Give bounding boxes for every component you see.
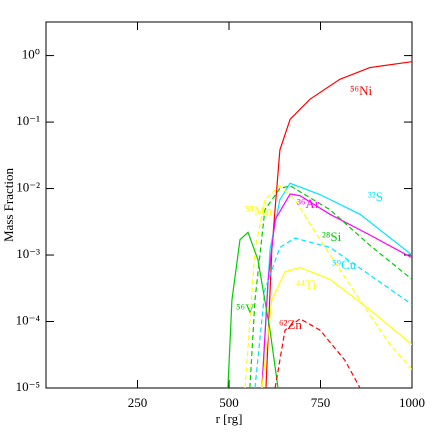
series-line [227, 231, 279, 388]
series-line [274, 318, 361, 388]
y-tick-label: 10⁻¹ [16, 113, 40, 128]
x-tick-label: 1000 [399, 395, 425, 410]
series-label: ⁵⁹Cu [332, 257, 357, 272]
y-tick-label: 10⁻³ [16, 246, 40, 261]
x-axis-label: r [rg] [216, 411, 243, 426]
series-line [265, 61, 412, 388]
x-tick-label: 750 [311, 395, 331, 410]
series-label: ³⁶Ar [297, 196, 320, 211]
series-line [261, 182, 412, 388]
x-tick-label: 500 [219, 395, 239, 410]
series-label: ²⁸Si [322, 229, 342, 244]
y-tick-label: 10⁻² [16, 180, 40, 195]
y-tick-label: 10⁻⁴ [16, 313, 41, 328]
plot-frame [45, 21, 413, 389]
y-tick-label: 10⁰ [22, 47, 40, 62]
series-line [244, 184, 412, 388]
series-label: ⁵⁶V [236, 301, 255, 316]
plot-lines [227, 61, 412, 388]
series-label: ⁵⁵Mn [245, 203, 273, 218]
series-line [261, 193, 412, 388]
series-line [249, 185, 412, 388]
series-line [261, 266, 412, 388]
series-label: ³²S [368, 189, 383, 204]
series-line [254, 237, 412, 388]
series-label: ⁴⁴Ti [296, 277, 317, 292]
x-tick-label: 250 [128, 395, 148, 410]
y-axis-label: Mass Fraction [1, 167, 16, 242]
series-label: ⁵⁶Ni [350, 83, 372, 98]
series-label: ⁶²Zn [279, 317, 302, 332]
y-tick-label: 10⁻⁵ [16, 379, 40, 394]
